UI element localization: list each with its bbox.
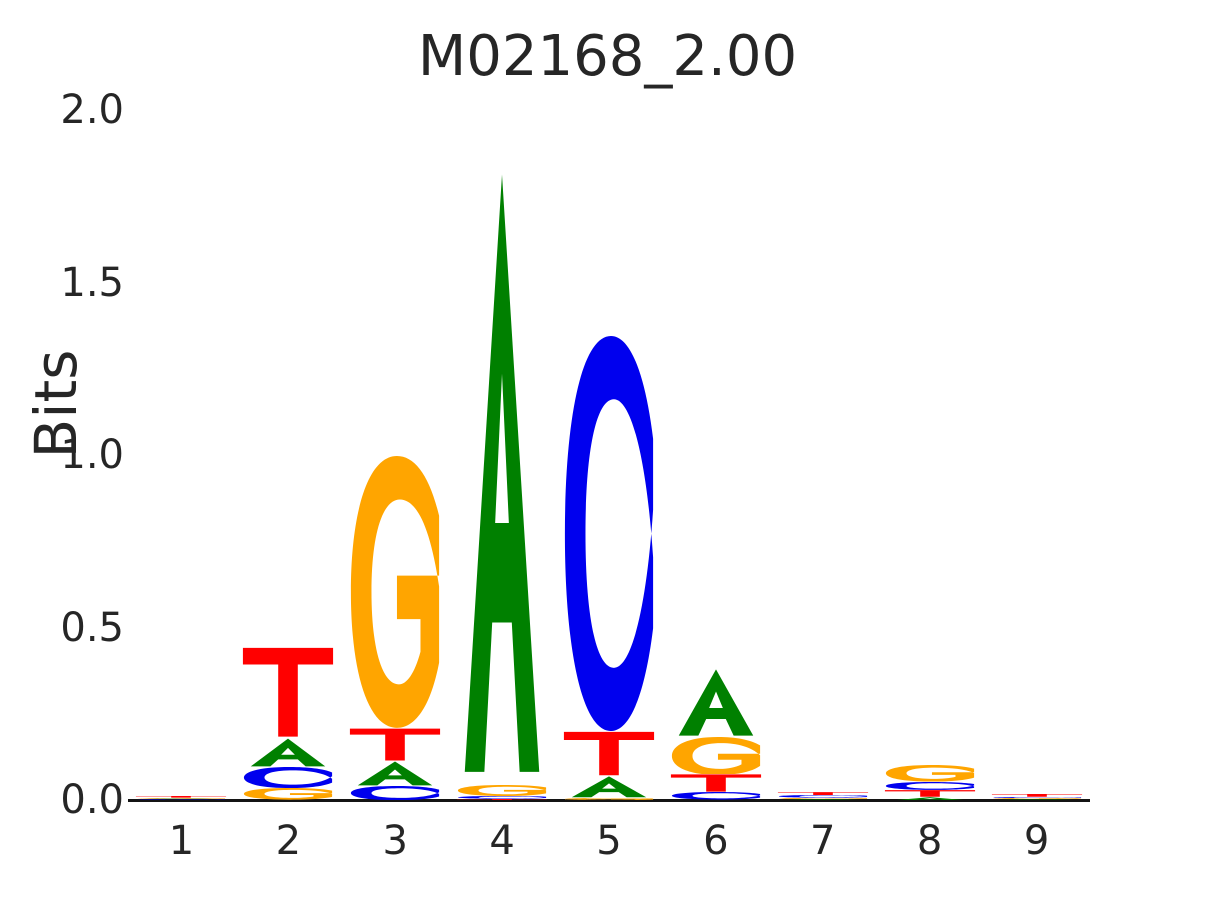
logo-letter-G	[988, 798, 1086, 800]
x-tick-label: 6	[703, 818, 729, 864]
logo-stack-position-7	[774, 791, 872, 800]
x-tick-label: 3	[382, 818, 408, 864]
logo-letter-C	[881, 781, 979, 790]
logo-letter-G	[453, 784, 551, 796]
logo-letter-T	[239, 646, 337, 738]
logo-letter-A	[239, 738, 337, 767]
logo-letter-C	[346, 785, 444, 800]
y-axis-tick-labels: 0.0 0.5 1.0 1.5 2.0	[0, 0, 140, 900]
logo-letter-T	[132, 795, 230, 798]
logo-letter-C	[988, 796, 1086, 799]
x-axis-line	[128, 799, 1090, 802]
logo-letter-A	[453, 162, 551, 784]
page-title: M02168_2.00	[417, 24, 798, 89]
logo-letter-C	[774, 795, 872, 798]
logo-letter-C	[560, 336, 658, 732]
logo-stack-position-8	[881, 765, 979, 800]
logo-stack-position-9	[988, 793, 1086, 800]
logo-letter-C	[667, 792, 765, 800]
logo-letter-T	[560, 731, 658, 776]
logo-letter-T	[346, 728, 444, 761]
logo-letter-A	[881, 796, 979, 800]
logo-letter-T	[988, 793, 1086, 797]
logo-letter-A	[988, 799, 1086, 800]
logo-letter-C	[132, 799, 230, 800]
x-tick-label: 5	[596, 818, 622, 864]
logo-letter-G	[881, 765, 979, 782]
logo-stack-position-6	[667, 668, 765, 800]
y-tick-label: 0.5	[60, 604, 124, 651]
x-tick-label: 9	[1023, 818, 1050, 864]
x-tick-label: 8	[916, 818, 943, 864]
logo-letter-G	[346, 456, 444, 728]
logo-letter-G	[560, 797, 658, 800]
logo-letter-G	[132, 798, 230, 800]
y-tick-label: 0.0	[60, 777, 124, 823]
x-tick-label: 1	[168, 818, 195, 864]
logo-letter-T	[453, 798, 551, 800]
logo-letter-A	[667, 668, 765, 737]
x-tick-label: 2	[275, 818, 302, 864]
x-tick-label: 4	[489, 818, 515, 864]
logo-stack-position-4	[453, 162, 551, 800]
logo-letter-G	[667, 736, 765, 775]
logo-letter-C	[239, 767, 337, 789]
logo-stack-position-1	[132, 795, 230, 800]
y-tick-label: 2.0	[60, 87, 124, 133]
logo-letter-T	[881, 789, 979, 797]
logo-letter-A	[774, 799, 872, 800]
logo-letter-G	[239, 788, 337, 800]
logo-letter-G	[774, 797, 872, 800]
x-tick-label: 7	[810, 818, 836, 864]
logo-stack-position-5	[560, 336, 658, 800]
y-tick-label: 1.0	[60, 432, 124, 478]
logo-stack-position-3	[346, 456, 444, 800]
logo-letter-A	[560, 776, 658, 798]
logo-letter-C	[453, 795, 551, 799]
logo-letter-A	[132, 797, 230, 799]
logo-letter-A	[346, 761, 444, 786]
logo-letter-T	[667, 774, 765, 793]
logo-stack-position-2	[239, 646, 337, 800]
logo-letter-T	[774, 791, 872, 795]
y-tick-label: 1.5	[60, 259, 124, 306]
